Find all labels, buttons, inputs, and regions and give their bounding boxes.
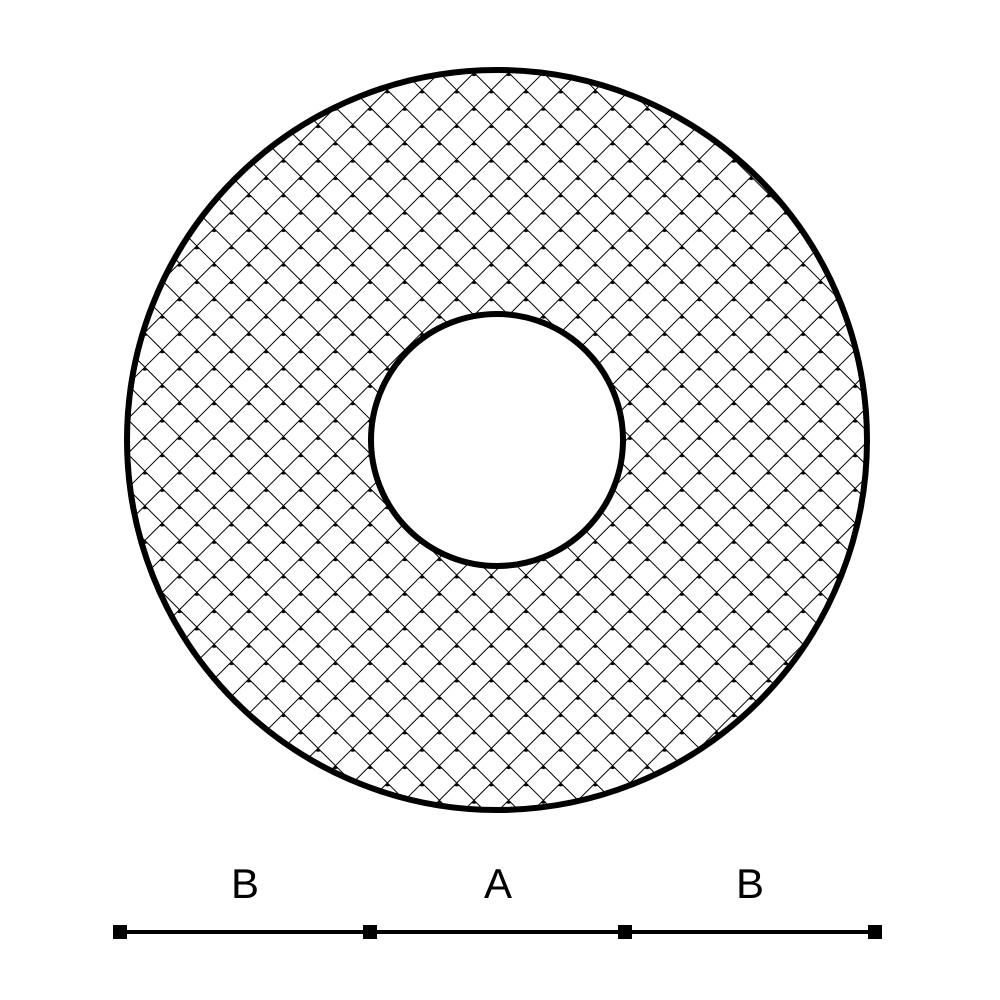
dimension-tick bbox=[618, 925, 632, 939]
dimension-label: B bbox=[736, 860, 764, 907]
annulus-ring bbox=[127, 70, 867, 810]
dimension-tick bbox=[113, 925, 127, 939]
dimension-label: A bbox=[484, 860, 512, 907]
dimension-label: B bbox=[231, 860, 259, 907]
dimension-tick bbox=[868, 925, 882, 939]
dimension-line: BAB bbox=[113, 860, 882, 939]
diagram-canvas: BAB bbox=[0, 0, 1000, 1000]
dimension-tick bbox=[363, 925, 377, 939]
